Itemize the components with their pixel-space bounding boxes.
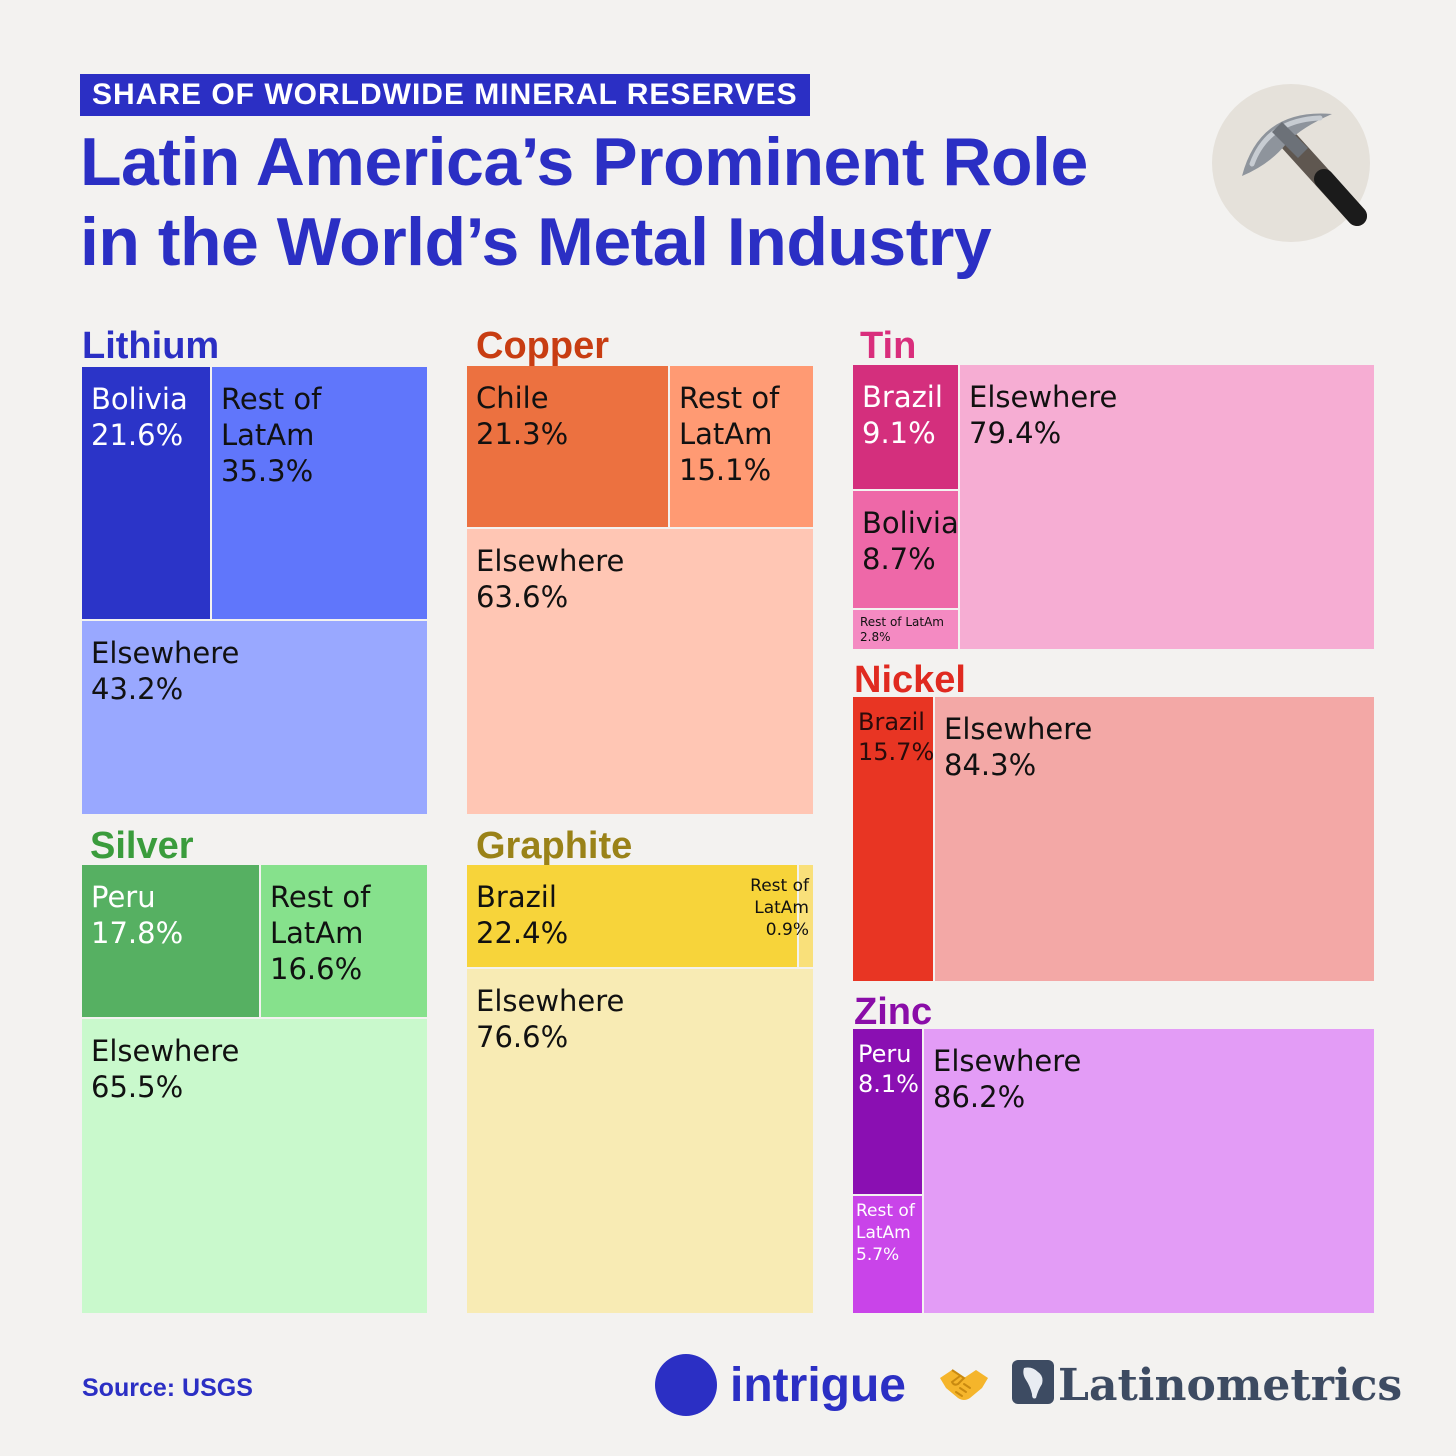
treemap-cell: Bolivia 21.6% [82, 367, 212, 621]
treemap-cell: Chile 21.3% [467, 366, 670, 529]
treemap-tin: Brazil 9.1% Bolivia 8.7% Rest of LatAm 2.8%… [853, 365, 1374, 649]
treemap-cell: Brazil 22.4% [467, 865, 799, 969]
treemap-graphite: Brazil 22.4% Elsewhere 76.6% Rest of LatAm… [467, 865, 813, 1313]
source-note: Source: USGS [82, 1374, 253, 1402]
cell-value: 0.9% [765, 920, 809, 940]
cell-value: 5.7% [856, 1245, 900, 1265]
treemap-cell: Elsewhere 43.2% [82, 621, 427, 814]
treemap-cell: Rest of LatAm 5.7% [853, 1196, 924, 1313]
treemap-cell: Bolivia 8.7% [853, 491, 960, 610]
treemap-cell: Elsewhere 79.4% [960, 365, 1374, 649]
cell-label: Elsewhere [91, 1034, 240, 1068]
cell-value: 2.8% [860, 630, 891, 644]
cell-label: Elsewhere [91, 636, 240, 670]
treemap-cell: Brazil 9.1% [853, 365, 960, 491]
cell-value: 63.6% [476, 580, 569, 614]
kicker-banner: SHARE OF WORLDWIDE MINERAL RESERVES [80, 74, 810, 116]
circle-logo-icon [655, 1354, 717, 1416]
latam-map-icon [1012, 1360, 1054, 1404]
cell-label: Bolivia [862, 506, 959, 540]
treemap-cell: Elsewhere 65.5% [82, 1019, 427, 1313]
pickaxe-icon [1242, 113, 1367, 226]
cell-value: 21.3% [476, 417, 569, 451]
treemap-cell: Brazil 15.7% [853, 697, 935, 981]
cell-label: Elsewhere [476, 984, 625, 1018]
treemap-cell: Rest of LatAm 2.8% [853, 610, 960, 649]
cell-value: 15.7% [858, 738, 935, 766]
cell-value: 35.3% [221, 454, 314, 488]
cell-label: Brazil [862, 380, 943, 414]
cell-label: Rest of LatAm [679, 381, 780, 451]
treemap-copper: Chile 21.3% Rest of LatAm 15.1% Elsewhere 6… [467, 366, 813, 814]
treemap-zinc: Peru 8.1% Rest of LatAm 5.7% Elsewhere 86.2… [853, 1029, 1374, 1313]
cell-label: Chile [476, 381, 549, 415]
panel-title-copper: Copper [476, 325, 609, 367]
treemap-lithium: Bolivia 21.6% Rest of LatAm 35.3% Elsewher… [82, 367, 427, 814]
cell-value: 22.4% [476, 916, 569, 950]
treemap-cell: Rest of LatAm 35.3% [212, 367, 427, 621]
handshake-icon [940, 1369, 988, 1400]
treemap-cell: Rest of LatAm 16.6% [261, 865, 427, 1019]
cell-label: Rest of LatAm [860, 615, 944, 629]
cell-value: 79.4% [969, 416, 1062, 450]
treemap-cell: Peru 8.1% [853, 1029, 924, 1196]
cell-label: Rest of LatAm [270, 880, 371, 950]
cell-value: 16.6% [270, 952, 363, 986]
cell-label: Elsewhere [969, 380, 1118, 414]
cell-value: 21.6% [91, 418, 184, 452]
panel-title-nickel: Nickel [854, 659, 966, 701]
treemap-silver: Peru 17.8% Rest of LatAm 16.6% Elsewhere 65… [82, 865, 427, 1313]
cell-label: Brazil [858, 708, 925, 736]
panel-title-graphite: Graphite [476, 825, 633, 867]
treemap-cell: Elsewhere 63.6% [467, 529, 813, 814]
cell-value: 8.1% [858, 1070, 919, 1098]
cell-value: 43.2% [91, 672, 184, 706]
cell-label: Bolivia [91, 382, 188, 416]
panel-title-lithium: Lithium [82, 325, 220, 367]
pickaxe-badge [1212, 84, 1370, 242]
cell-value: 9.1% [862, 416, 936, 450]
cell-label: Peru [91, 880, 156, 914]
cell-label: Peru [858, 1040, 912, 1068]
cell-value: 15.1% [679, 453, 772, 487]
panel-title-zinc: Zinc [854, 991, 933, 1033]
panel-title-tin: Tin [860, 325, 917, 367]
title-line-2: in the World’s Metal Industry [80, 204, 992, 280]
cell-value: 86.2% [933, 1080, 1026, 1114]
cell-label: Rest of LatAm [856, 1201, 915, 1243]
cell-value: 84.3% [944, 748, 1037, 782]
treemap-cell: Peru 17.8% [82, 865, 261, 1019]
cell-value: 65.5% [91, 1070, 184, 1104]
cell-label: Elsewhere [476, 544, 625, 578]
treemap-cell: Rest of LatAm 15.1% [670, 366, 813, 529]
treemap-nickel: Brazil 15.7% Elsewhere 84.3% [853, 697, 1374, 981]
cell-value: 17.8% [91, 916, 184, 950]
cell-label: Rest of LatAm [221, 382, 322, 452]
cell-label: Elsewhere [933, 1044, 1082, 1078]
page-title: Latin America’s Prominent Role in the Wo… [80, 122, 1190, 282]
brand-latinometrics[interactable]: Latinometrics [1058, 1360, 1403, 1411]
treemap-cell [799, 865, 813, 969]
cell-value: 8.7% [862, 542, 936, 576]
cell-label: Brazil [476, 880, 557, 914]
cell-label: Elsewhere [944, 712, 1093, 746]
treemap-cell: Elsewhere 86.2% [924, 1029, 1374, 1313]
callout-rest-of-latam: Rest of LatAm 0.9% [707, 871, 811, 961]
cell-label: Rest of LatAm [750, 876, 809, 918]
treemap-cell: Elsewhere 84.3% [935, 697, 1374, 981]
cell-value: 76.6% [476, 1020, 569, 1054]
panel-title-silver: Silver [90, 825, 194, 867]
title-line-1: Latin America’s Prominent Role [80, 124, 1088, 200]
brand-intrigue[interactable]: intrigue [730, 1359, 906, 1412]
treemap-cell: Elsewhere 76.6% [467, 969, 813, 1313]
